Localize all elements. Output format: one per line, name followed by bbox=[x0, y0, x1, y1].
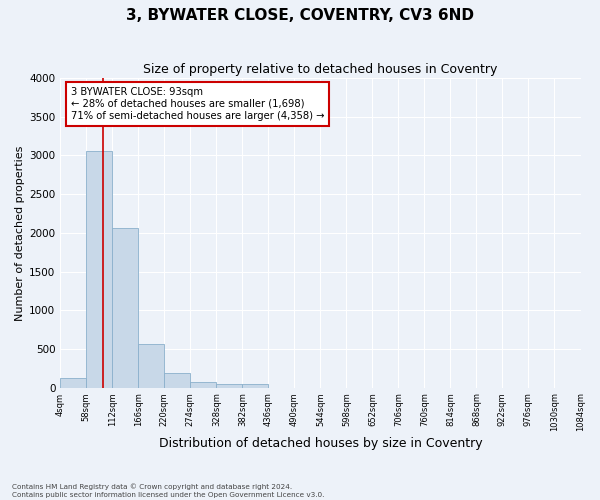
Bar bbox=[112, 228, 139, 388]
Bar bbox=[242, 384, 268, 388]
Bar bbox=[139, 344, 164, 388]
Bar bbox=[190, 382, 217, 388]
X-axis label: Distribution of detached houses by size in Coventry: Distribution of detached houses by size … bbox=[158, 437, 482, 450]
Text: Contains HM Land Registry data © Crown copyright and database right 2024.
Contai: Contains HM Land Registry data © Crown c… bbox=[12, 484, 325, 498]
Text: 3 BYWATER CLOSE: 93sqm
← 28% of detached houses are smaller (1,698)
71% of semi-: 3 BYWATER CLOSE: 93sqm ← 28% of detached… bbox=[71, 88, 324, 120]
Bar bbox=[86, 151, 112, 388]
Bar bbox=[60, 378, 86, 388]
Text: 3, BYWATER CLOSE, COVENTRY, CV3 6ND: 3, BYWATER CLOSE, COVENTRY, CV3 6ND bbox=[126, 8, 474, 22]
Bar bbox=[217, 384, 242, 388]
Title: Size of property relative to detached houses in Coventry: Size of property relative to detached ho… bbox=[143, 62, 497, 76]
Y-axis label: Number of detached properties: Number of detached properties bbox=[15, 145, 25, 320]
Bar bbox=[164, 373, 190, 388]
